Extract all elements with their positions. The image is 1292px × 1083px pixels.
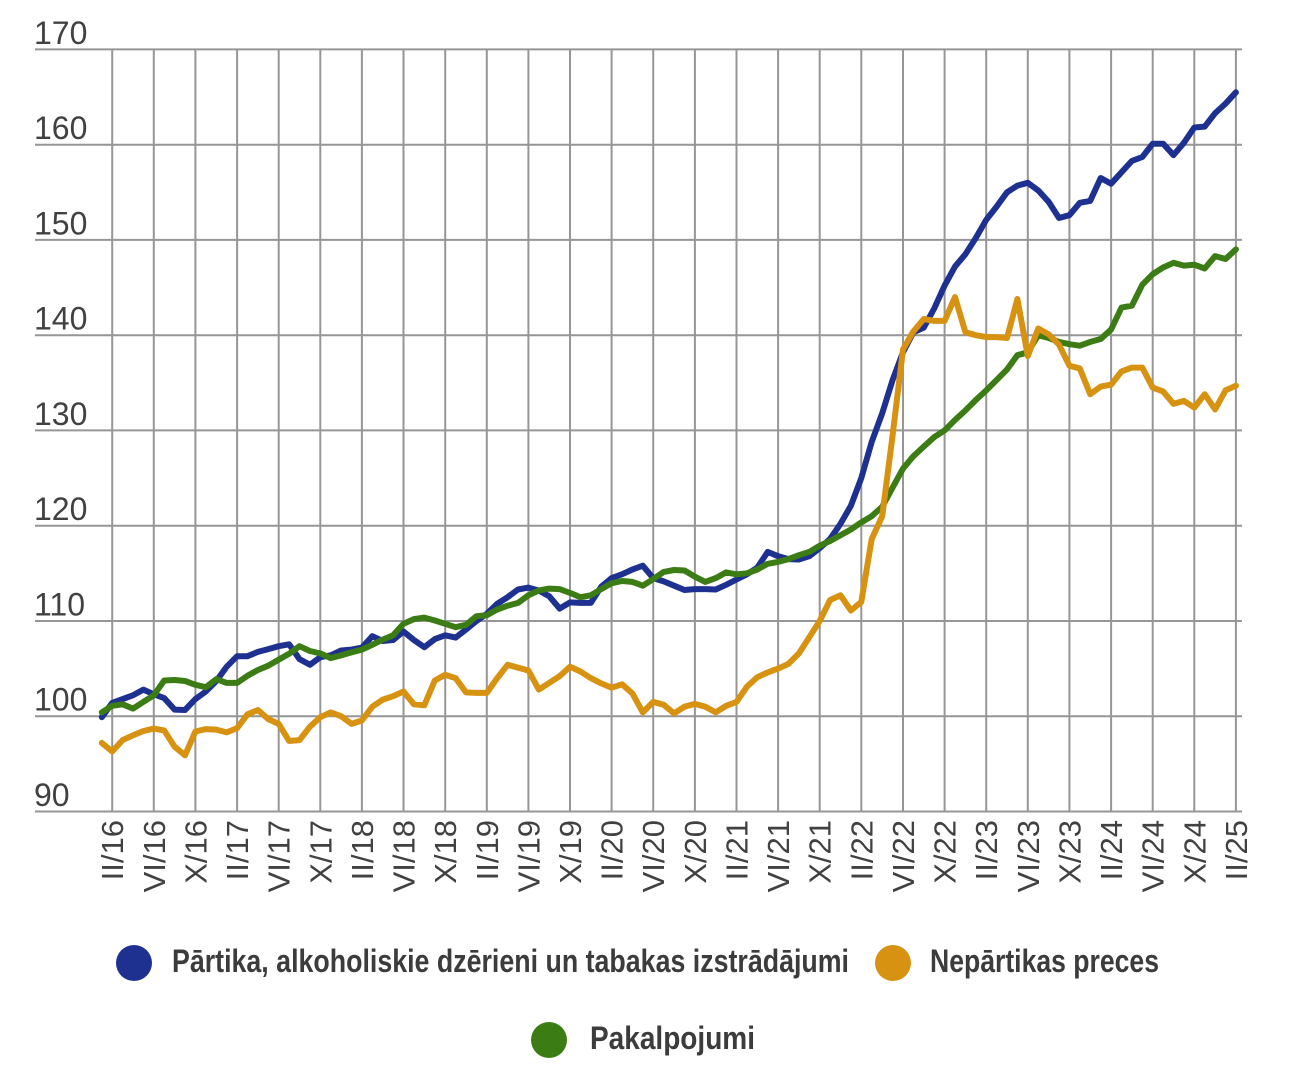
svg-text:X/22: X/22: [928, 820, 963, 884]
svg-text:II/22: II/22: [844, 820, 879, 880]
svg-text:VI/24: VI/24: [1136, 820, 1171, 892]
svg-text:Pakalpojumi: Pakalpojumi: [590, 1020, 755, 1056]
svg-text:100: 100: [34, 682, 87, 718]
svg-text:VI/17: VI/17: [262, 820, 297, 892]
svg-text:170: 170: [34, 15, 87, 51]
svg-text:II/17: II/17: [220, 820, 255, 880]
svg-text:X/16: X/16: [178, 820, 213, 884]
svg-text:X/24: X/24: [1177, 820, 1212, 884]
svg-text:X/21: X/21: [803, 820, 838, 884]
svg-text:150: 150: [34, 205, 87, 241]
svg-text:Pārtika, alkoholiskie dzērieni: Pārtika, alkoholiskie dzērieni un tabaka…: [172, 943, 849, 979]
svg-text:110: 110: [34, 587, 85, 623]
svg-text:160: 160: [34, 110, 87, 146]
svg-text:X/20: X/20: [678, 820, 713, 884]
svg-text:II/20: II/20: [595, 820, 630, 880]
svg-text:X/19: X/19: [553, 820, 588, 884]
svg-text:X/18: X/18: [428, 820, 463, 884]
svg-text:X/17: X/17: [303, 820, 338, 884]
svg-text:VI/22: VI/22: [886, 820, 921, 892]
svg-text:VI/20: VI/20: [636, 820, 671, 892]
svg-text:VI/19: VI/19: [511, 820, 546, 892]
svg-text:II/21: II/21: [720, 820, 755, 880]
svg-text:II/16: II/16: [95, 820, 130, 880]
svg-text:VI/18: VI/18: [387, 820, 422, 892]
svg-text:120: 120: [34, 491, 87, 527]
svg-text:II/24: II/24: [1094, 820, 1129, 880]
svg-text:VI/21: VI/21: [761, 820, 796, 892]
svg-text:VI/16: VI/16: [137, 820, 172, 892]
svg-text:90: 90: [34, 777, 70, 813]
svg-text:Nepārtikas preces: Nepārtikas preces: [930, 943, 1159, 979]
svg-text:VI/23: VI/23: [1011, 820, 1046, 892]
svg-text:140: 140: [34, 301, 87, 337]
svg-text:II/23: II/23: [969, 820, 1004, 880]
svg-text:130: 130: [34, 396, 87, 432]
svg-text:II/25: II/25: [1219, 820, 1254, 880]
svg-text:X/23: X/23: [1052, 820, 1087, 884]
svg-text:II/18: II/18: [345, 820, 380, 880]
svg-text:II/19: II/19: [470, 820, 505, 880]
